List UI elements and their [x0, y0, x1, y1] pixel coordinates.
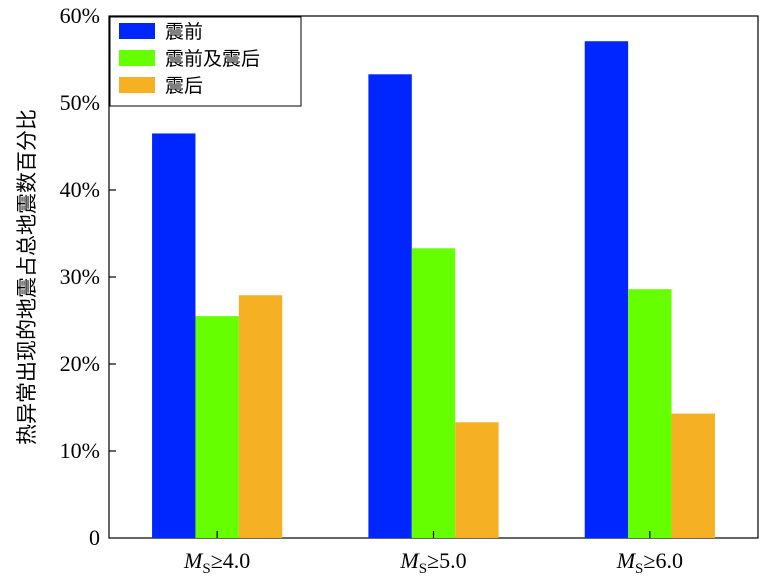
bar-2-1 [195, 316, 239, 538]
bar-3-3 [671, 413, 715, 538]
x-category-label: MS≥4.0 [183, 548, 250, 577]
bars-group [152, 41, 715, 539]
bar-1-2 [368, 74, 412, 538]
bar-2-3 [628, 289, 672, 538]
bar-1-3 [584, 41, 629, 538]
category-subscript: S [635, 561, 643, 577]
legend-swatch-3 [119, 77, 155, 93]
legend-label-3: 震后 [165, 75, 203, 97]
y-tick-label: 0 [89, 525, 100, 550]
category-subscript: S [202, 561, 210, 577]
y-tick-label: 50% [60, 90, 100, 115]
x-category-label: MS≥5.0 [399, 548, 466, 577]
legend-label-1: 震前 [165, 21, 203, 43]
y-axis-label: 热异常出现的地震占总地震数百分比 [15, 109, 39, 445]
bar-3-2 [455, 422, 499, 538]
category-var: M [183, 548, 204, 573]
category-threshold: ≥6.0 [643, 548, 683, 573]
bar-2-2 [411, 248, 456, 539]
category-var: M [399, 548, 420, 573]
y-tick-label: 60% [60, 3, 100, 28]
legend-swatch-1 [119, 23, 155, 39]
y-tick-label: 10% [60, 438, 100, 463]
category-threshold: ≥4.0 [211, 548, 251, 573]
y-tick-label: 20% [60, 351, 100, 376]
category-threshold: ≥5.0 [427, 548, 467, 573]
y-tick-label: 40% [60, 177, 100, 202]
bar-1-1 [152, 133, 196, 538]
y-tick-label: 30% [60, 264, 100, 289]
category-var: M [616, 548, 637, 573]
category-subscript: S [419, 561, 427, 577]
legend-label-2: 震前及震后 [165, 48, 260, 70]
x-axis-categories: MS≥4.0 MS≥5.0 MS≥6.0 [183, 531, 683, 577]
y-axis-ticks: 0 10% 20% 30% 40% 50% 60% [60, 3, 116, 550]
bar-3-1 [238, 295, 283, 538]
legend-swatch-2 [119, 50, 155, 66]
x-category-label: MS≥6.0 [616, 548, 683, 577]
